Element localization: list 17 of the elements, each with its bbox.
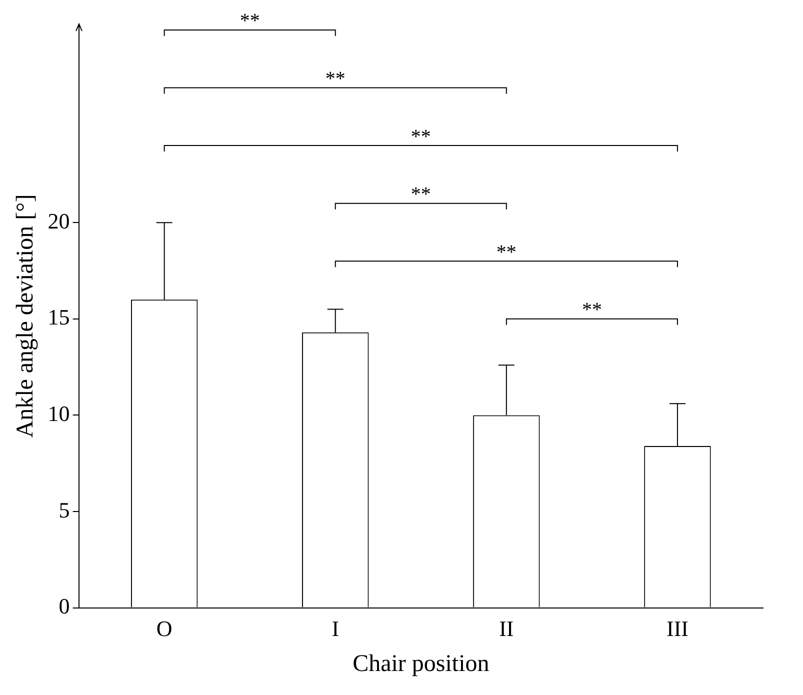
x-tick-label: II	[499, 616, 514, 641]
y-tick-label: 10	[48, 400, 70, 426]
y-axis-title: Ankle angle deviation [°]	[12, 194, 39, 438]
x-axis-title: Chair position	[352, 650, 490, 677]
y-tick-label: 20	[48, 208, 70, 234]
x-tick-label: I	[332, 616, 340, 641]
annotation: **	[582, 299, 602, 322]
annotation: **	[240, 10, 260, 32]
annotation: **	[410, 126, 431, 148]
x-tick-label: III	[666, 616, 688, 641]
y-tick-label: 5	[58, 497, 70, 522]
x-tick-label: O	[156, 616, 172, 641]
annotation: **	[325, 68, 346, 90]
annotation: **	[496, 241, 516, 264]
y-tick-label: 15	[48, 304, 70, 330]
y-tick-label: 0	[58, 594, 70, 619]
annotation: **	[410, 184, 431, 206]
